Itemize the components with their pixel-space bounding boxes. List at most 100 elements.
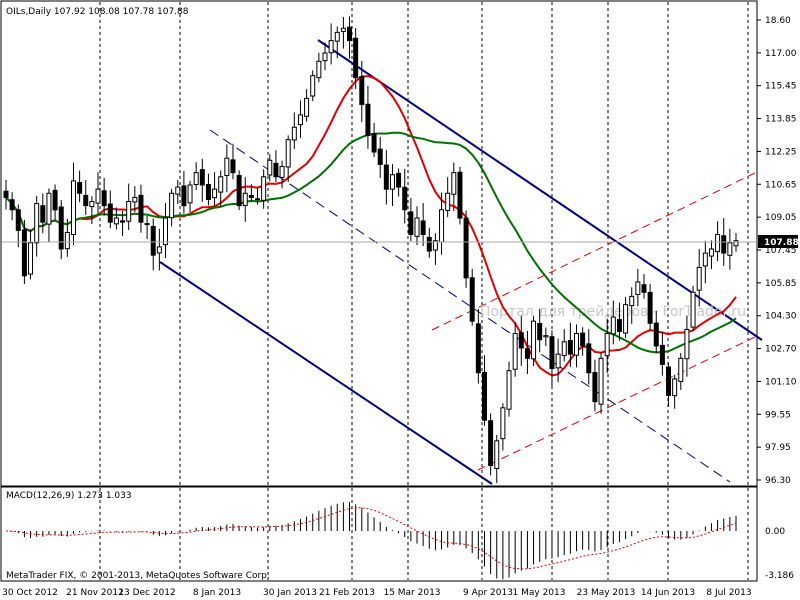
candle-body xyxy=(156,246,162,254)
candle-body xyxy=(347,26,353,42)
candle-body xyxy=(537,322,543,341)
vertical-grid xyxy=(99,2,749,580)
candle-body xyxy=(236,175,242,207)
candle-body xyxy=(604,333,610,357)
macd-panel-header: MACD(12,26,9) 1.273 1.033 xyxy=(6,491,132,501)
candle-body xyxy=(635,281,641,295)
x-tick-label: 15 Mar 2013 xyxy=(383,588,440,598)
candle-body xyxy=(144,223,150,226)
candle-body xyxy=(690,291,696,328)
candle-body xyxy=(218,176,224,193)
candle-body xyxy=(52,189,58,211)
candle-body xyxy=(322,52,328,62)
candles xyxy=(3,16,739,484)
candle-body xyxy=(193,172,199,185)
candle-body xyxy=(653,322,659,347)
candle-body xyxy=(420,220,426,236)
macd-histogram: 0.00 -3.186 xyxy=(5,502,794,581)
candle-body xyxy=(659,344,665,365)
candle-body xyxy=(297,114,303,126)
candle-body xyxy=(46,192,52,225)
candle-body xyxy=(132,196,138,203)
y-tick-label: 112.25 xyxy=(765,147,797,157)
candle-body xyxy=(328,40,334,54)
candle-body xyxy=(481,371,487,421)
candle-body xyxy=(230,159,236,174)
y-tick-label: 99.55 xyxy=(765,410,791,420)
candle-body xyxy=(598,357,604,405)
candle-body xyxy=(494,440,500,469)
x-tick-label: 1 May 2013 xyxy=(513,588,566,598)
candle-body xyxy=(205,183,211,200)
candle-body xyxy=(107,203,113,223)
candle-body xyxy=(727,242,733,256)
candle-body xyxy=(77,182,83,194)
x-tick-label: 23 May 2013 xyxy=(577,588,636,598)
candle-body xyxy=(15,209,21,231)
candle-body xyxy=(389,174,395,190)
candle-body xyxy=(316,60,322,79)
candle-body xyxy=(549,336,555,370)
candle-body xyxy=(580,332,586,347)
x-tick-label: 21 Nov 2012 xyxy=(66,588,124,598)
trend-channels xyxy=(159,39,763,485)
candle-body xyxy=(95,188,101,204)
candle-body xyxy=(310,75,316,97)
candle-body xyxy=(463,217,469,279)
macd-signal-line xyxy=(5,507,737,570)
candle-body xyxy=(255,198,261,201)
current-price-label: 107.88 xyxy=(764,238,799,248)
candle-body xyxy=(359,76,365,106)
candle-body xyxy=(457,171,463,219)
candle-body xyxy=(383,164,389,190)
candle-body xyxy=(678,357,684,382)
candle-body xyxy=(426,236,432,252)
x-tick-label: 30 Oct 2012 xyxy=(2,588,58,598)
candle-body xyxy=(70,180,76,236)
candle-body xyxy=(715,234,721,253)
x-tick-label: 8 Jul 2013 xyxy=(706,588,751,598)
macd-tick-label: 0.00 xyxy=(765,527,785,537)
candle-body xyxy=(285,139,291,168)
candle-body xyxy=(567,340,573,355)
up-channel-upper xyxy=(431,171,758,331)
candle-body xyxy=(616,319,622,332)
x-tick-label: 30 Jan 2013 xyxy=(263,588,317,598)
candle-body xyxy=(199,169,205,186)
candle-body xyxy=(377,148,383,165)
y-tick-label: 107.45 xyxy=(765,246,797,256)
candle-body xyxy=(445,192,451,211)
candle-body xyxy=(708,248,714,257)
y-tick-label: 101.10 xyxy=(765,377,797,387)
candle-body xyxy=(89,201,95,208)
y-tick-label: 18.60 xyxy=(765,16,791,26)
candle-body xyxy=(267,159,273,176)
candle-body xyxy=(439,209,445,243)
candle-body xyxy=(524,348,530,359)
candle-body xyxy=(592,372,598,403)
y-tick-label: 105.85 xyxy=(765,279,797,289)
y-tick-label: 109.05 xyxy=(765,213,797,223)
candle-body xyxy=(512,333,518,370)
candle-body xyxy=(672,378,678,397)
x-tick-label: 8 Jan 2013 xyxy=(193,588,241,598)
candle-body xyxy=(629,295,635,307)
candle-body xyxy=(561,341,567,357)
candle-body xyxy=(647,291,653,324)
channel-upper xyxy=(317,39,763,341)
y-tick-label: 117.00 xyxy=(765,49,797,59)
x-tick-label: 14 Jun 2013 xyxy=(641,588,695,598)
x-tick-label: 13 Dec 2012 xyxy=(118,588,176,598)
candle-body xyxy=(408,211,414,236)
candle-body xyxy=(304,97,310,117)
y-tick-label: 102.70 xyxy=(765,345,797,355)
macd-panel-frame xyxy=(0,486,758,582)
candle-body xyxy=(224,157,230,177)
main-panel-header: OILs,Daily 107.92 108.08 107.78 107.88 xyxy=(6,7,189,17)
candle-body xyxy=(3,190,9,198)
candle-body xyxy=(248,194,254,198)
candle-body xyxy=(402,186,408,211)
candle-body xyxy=(261,176,267,201)
